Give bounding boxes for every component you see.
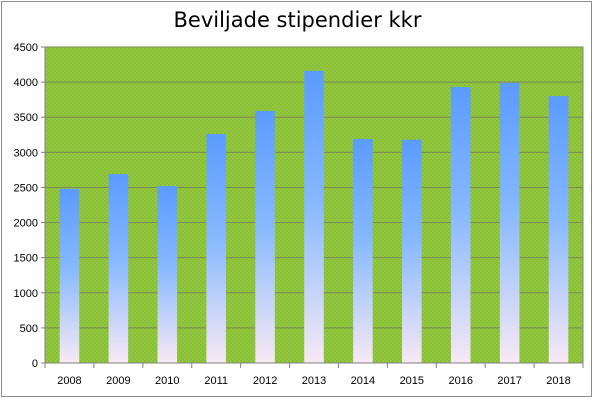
y-tick-label: 3000	[14, 147, 38, 159]
y-tick-label: 2000	[14, 218, 38, 230]
x-tick-label: 2018	[546, 375, 570, 387]
y-tick-label: 4500	[14, 42, 38, 54]
axes	[44, 47, 583, 364]
x-tick-label: 2015	[400, 375, 424, 387]
x-tick-label: 2016	[448, 375, 472, 387]
y-tick-label: 1500	[14, 253, 38, 265]
bars	[59, 70, 569, 364]
bar-2015	[402, 139, 422, 363]
x-tick-label: 2017	[497, 375, 521, 387]
bar-2009	[108, 174, 129, 363]
bar-2011	[206, 134, 226, 363]
bar-2008	[59, 188, 80, 363]
bar-2018	[548, 96, 569, 364]
x-tick-label: 2011	[204, 375, 228, 387]
chart-title: Beviljade stipendier kkr	[173, 8, 422, 32]
bar-2016	[450, 87, 471, 363]
bar-2013	[304, 70, 324, 364]
y-tick-label: 4000	[14, 77, 38, 89]
x-tick-label: 2012	[253, 375, 277, 387]
y-tick-label: 1000	[14, 288, 38, 300]
x-tick-label: 2008	[57, 375, 81, 387]
x-tick-labels: 2008 2009 2010 2011 2012 2013 2014 2015 2016 2017…	[57, 375, 571, 387]
y-tick-label: 2500	[14, 182, 38, 194]
bar-2012	[255, 110, 275, 363]
bar-2010	[157, 186, 178, 363]
y-tick-label: 3500	[14, 112, 38, 124]
x-tick-label: 2009	[106, 375, 130, 387]
y-tick-labels: 0 500 1000 1500 2000 2500 3000 3500 4000 4500	[14, 42, 38, 370]
y-tick-label: 500	[20, 323, 38, 335]
bar-2014	[353, 138, 373, 363]
bar-2017	[499, 82, 520, 364]
x-tick-label: 2013	[302, 375, 326, 387]
x-tick-label: 2014	[351, 375, 375, 387]
y-tick-label: 0	[32, 358, 38, 370]
x-tick-label: 2010	[155, 375, 179, 387]
